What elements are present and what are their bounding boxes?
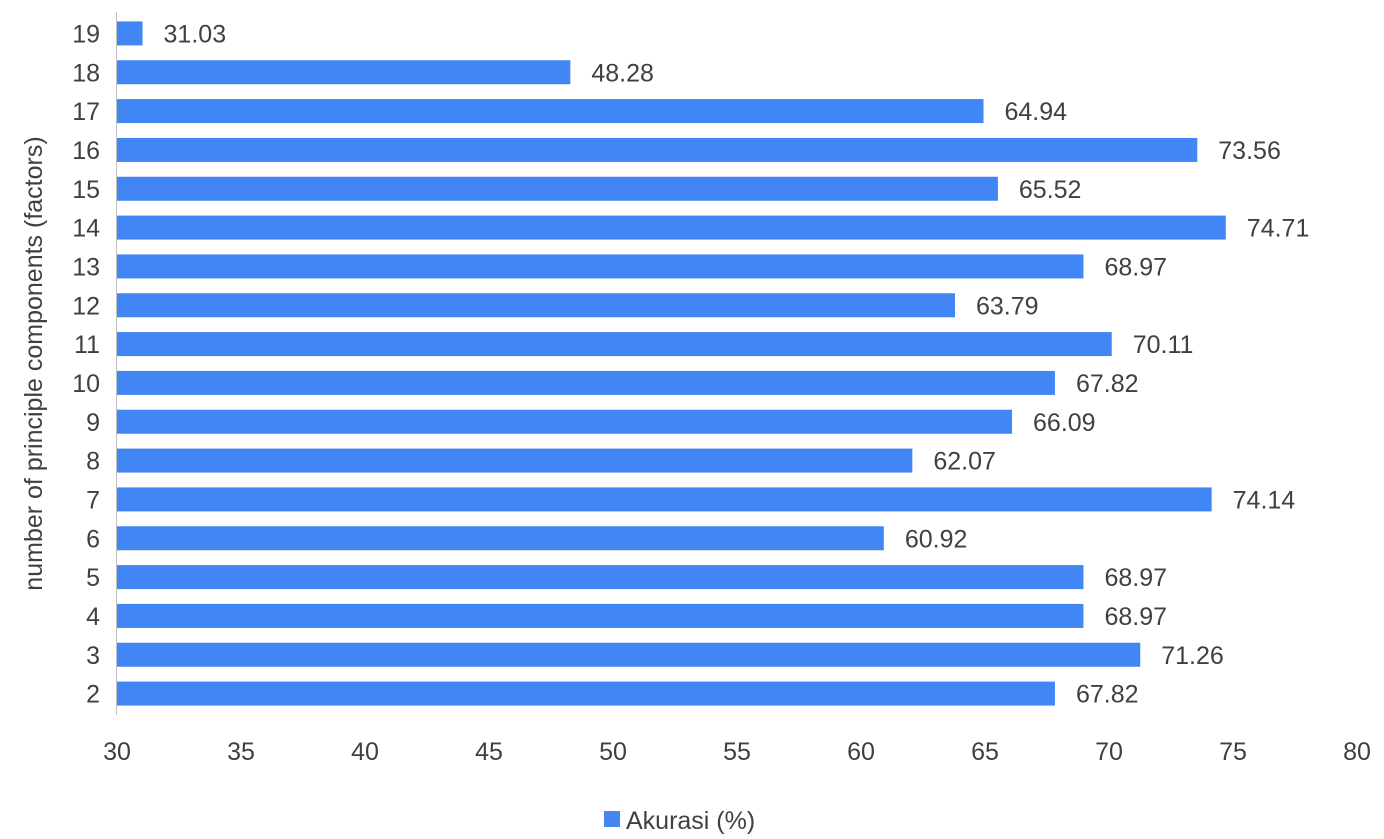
data-label-9: 66.09: [1033, 409, 1096, 437]
bar-18[interactable]: [117, 60, 571, 85]
x-tick-label-55: 55: [723, 738, 751, 766]
data-label-13: 68.97: [1104, 253, 1167, 281]
bar-9[interactable]: [117, 409, 1013, 434]
legend[interactable]: Akurasi (%): [604, 807, 755, 835]
y-tick-label-11: 11: [74, 331, 100, 359]
data-label-10: 67.82: [1076, 370, 1139, 398]
bar-3[interactable]: [117, 642, 1141, 667]
y-tick-label-19: 19: [72, 20, 100, 48]
legend-label: Akurasi (%): [626, 807, 755, 835]
bar-15[interactable]: [117, 176, 998, 201]
y-tick-label-3: 3: [86, 642, 100, 670]
bar-5[interactable]: [117, 565, 1084, 590]
data-label-15: 65.52: [1019, 176, 1082, 204]
y-tick-label-16: 16: [72, 137, 100, 165]
data-label-18: 48.28: [591, 59, 654, 87]
data-label-16: 73.56: [1218, 137, 1281, 165]
y-tick-label-17: 17: [72, 98, 100, 126]
data-label-19: 31.03: [164, 20, 227, 48]
bar-14[interactable]: [117, 215, 1226, 240]
bar-16[interactable]: [117, 137, 1198, 162]
bar-8[interactable]: [117, 448, 913, 473]
x-tick-label-80: 80: [1343, 738, 1371, 766]
data-labels-group: 67.82 71.26 68.97 68.97 60.92 74.14 62.07 66.09…: [164, 20, 1310, 708]
x-tick-labels-group: 30 35 40 45 50 55 60 65 70 75 80: [103, 738, 1371, 766]
bar-17[interactable]: [117, 99, 984, 124]
bar-12[interactable]: [117, 293, 955, 318]
y-tick-label-15: 15: [72, 176, 100, 204]
y-tick-label-12: 12: [72, 292, 100, 320]
y-tick-label-8: 8: [86, 448, 100, 476]
y-tick-label-4: 4: [86, 603, 100, 631]
data-label-17: 64.94: [1005, 98, 1068, 126]
bar-19[interactable]: [117, 21, 143, 46]
bar-4[interactable]: [117, 603, 1084, 628]
x-tick-label-30: 30: [103, 738, 131, 766]
data-label-5: 68.97: [1104, 564, 1167, 592]
bar-10[interactable]: [117, 370, 1055, 395]
data-label-8: 62.07: [933, 448, 996, 476]
y-tick-label-2: 2: [86, 681, 100, 709]
y-tick-label-10: 10: [72, 370, 100, 398]
y-tick-labels-group: 2 3 4 5 6 7 8 9 10 11 12 13 14 15 16 17 18 19: [72, 20, 100, 708]
data-label-14: 74.71: [1247, 215, 1310, 243]
legend-swatch: [604, 811, 620, 827]
data-label-6: 60.92: [905, 525, 968, 553]
bars-group: [117, 21, 1226, 706]
x-tick-label-45: 45: [475, 738, 503, 766]
x-tick-label-40: 40: [351, 738, 379, 766]
x-tick-label-75: 75: [1219, 738, 1247, 766]
bar-13[interactable]: [117, 254, 1084, 279]
y-tick-label-18: 18: [72, 59, 100, 87]
data-label-3: 71.26: [1161, 642, 1224, 670]
x-tick-label-60: 60: [847, 738, 875, 766]
bar-2[interactable]: [117, 681, 1055, 706]
y-tick-label-6: 6: [86, 525, 100, 553]
bar-7[interactable]: [117, 487, 1212, 512]
data-label-7: 74.14: [1233, 486, 1296, 514]
data-label-11: 70.11: [1133, 331, 1194, 359]
y-tick-label-5: 5: [86, 564, 100, 592]
x-tick-label-35: 35: [227, 738, 255, 766]
y-tick-label-9: 9: [86, 409, 100, 437]
data-label-2: 67.82: [1076, 681, 1139, 709]
bar-6[interactable]: [117, 526, 884, 551]
x-tick-label-70: 70: [1095, 738, 1123, 766]
y-tick-label-7: 7: [86, 486, 100, 514]
data-label-4: 68.97: [1104, 603, 1167, 631]
y-axis-title: number of principle components (factors): [20, 136, 48, 590]
bar-11[interactable]: [117, 332, 1112, 357]
x-tick-label-65: 65: [971, 738, 999, 766]
x-tick-label-50: 50: [599, 738, 627, 766]
data-label-12: 63.79: [976, 292, 1039, 320]
y-tick-label-14: 14: [72, 215, 100, 243]
y-tick-label-13: 13: [72, 253, 100, 281]
